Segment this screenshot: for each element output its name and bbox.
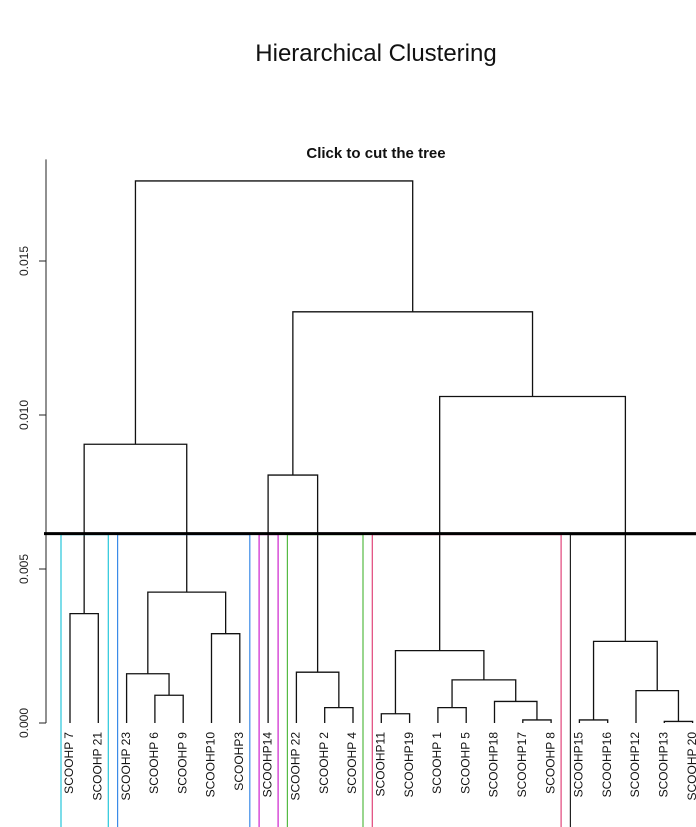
y-tick-label: 0.000 xyxy=(17,708,31,738)
leaf-label: SCOOHP 4 xyxy=(345,732,359,794)
leaf-label: SCOOHP19 xyxy=(402,732,416,798)
dendrogram-link xyxy=(210,633,241,723)
leaf-label: SCOOHP 6 xyxy=(147,732,161,794)
dendrogram-link xyxy=(522,719,552,723)
leaf-label: SCOOHP14 xyxy=(260,732,274,798)
leaf-label: SCOOHP13 xyxy=(656,732,670,798)
leaf-label: SCOOHP 21 xyxy=(90,732,104,801)
y-tick-label: 0.010 xyxy=(17,400,31,430)
leaf-label: SCOOHP 5 xyxy=(458,732,472,794)
page-title: Hierarchical Clustering xyxy=(255,40,497,67)
dendrogram-link xyxy=(134,180,414,445)
leaf-label: SCOOHP3 xyxy=(232,732,246,791)
leaf-label: SCOOHP12 xyxy=(628,732,642,798)
leaf-label: SCOOHP 20 xyxy=(685,732,696,801)
chart-title: Click to cut the tree xyxy=(306,145,445,162)
dendrogram-link xyxy=(592,640,658,720)
leaf-label: SCOOHP15 xyxy=(572,732,586,798)
leaf-label: SCOOHP10 xyxy=(204,732,218,798)
leaf-label: SCOOHP 1 xyxy=(430,732,444,794)
leaf-label: SCOOHP16 xyxy=(600,732,614,798)
dendrogram-link xyxy=(147,591,227,674)
dendrogram-link xyxy=(267,474,319,723)
dendrogram-link xyxy=(663,720,694,723)
dendrogram-link xyxy=(394,649,485,714)
dendrogram-link xyxy=(125,673,170,723)
dendrogram-link xyxy=(324,706,354,723)
y-tick-label: 0.005 xyxy=(17,554,31,584)
dendrogram-link xyxy=(83,443,188,614)
dendrogram-link xyxy=(295,671,340,723)
leaf-label: SCOOHP 9 xyxy=(175,732,189,794)
dendrogram-link xyxy=(635,690,680,723)
leaf-label: SCOOHP18 xyxy=(487,732,501,798)
leaf-label: SCOOHP 23 xyxy=(119,732,133,801)
leaf-label: SCOOHP17 xyxy=(515,732,529,798)
dendrogram-link xyxy=(439,395,627,651)
leaf-label: SCOOHP 22 xyxy=(289,732,303,801)
dendrogram-link xyxy=(154,694,184,723)
leaf-label: SCOOHP 7 xyxy=(62,732,76,794)
y-tick-label: 0.015 xyxy=(17,246,31,276)
leaf-label: SCOOHP11 xyxy=(373,732,387,797)
dendrogram-link xyxy=(437,706,467,723)
leaf-label: SCOOHP 2 xyxy=(317,732,331,794)
dendrogram-link xyxy=(380,713,411,723)
dendrogram-link xyxy=(578,719,609,723)
dendrogram-link xyxy=(451,679,517,708)
dendrogram-link xyxy=(292,311,534,476)
leaf-label: SCOOHP 8 xyxy=(543,732,557,794)
dendrogram-link xyxy=(69,613,99,723)
